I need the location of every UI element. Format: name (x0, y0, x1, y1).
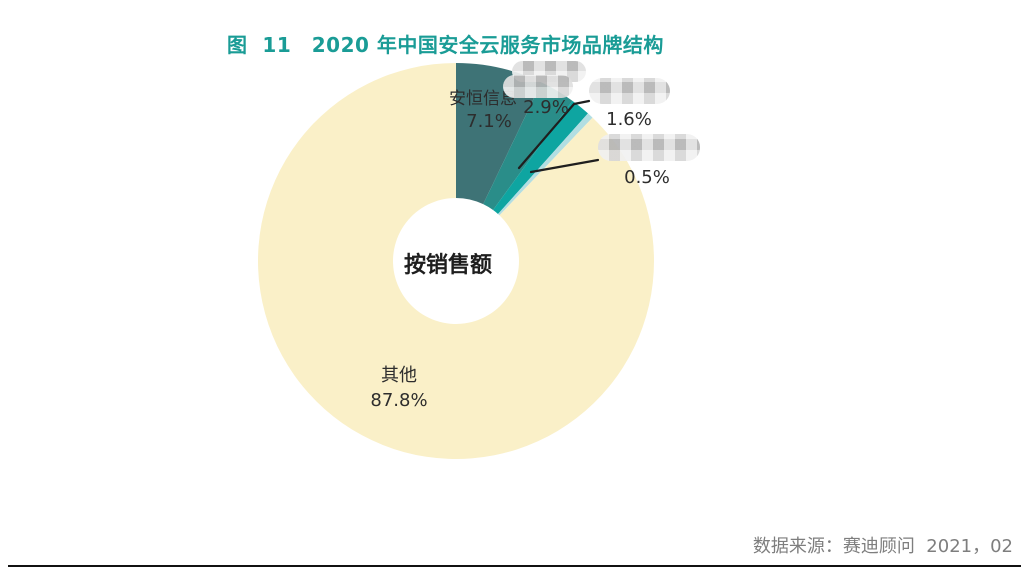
slice-label-others-name: 其他 (381, 365, 417, 386)
redacted-brand-label-blob-2 (589, 78, 670, 104)
slice-label-2-percent: 2.9% (523, 97, 569, 118)
donut-slice-3 (497, 113, 593, 216)
slice-label-4-percent: 0.5% (624, 167, 670, 188)
leader-line-slice-4 (529, 158, 600, 174)
donut-slice-0 (456, 63, 542, 205)
donut-slice-2 (493, 100, 588, 215)
slice-label-3-percent: 1.6% (606, 109, 652, 130)
redacted-brand-label-blob-3 (598, 134, 700, 161)
leader-lines (517, 99, 600, 174)
donut-slice-1 (483, 82, 573, 211)
data-source-note: 数据来源：赛迪顾问 2021，02 (752, 536, 1013, 557)
figure-title: 图 11 2020 年中国安全云服务市场品牌结构 (227, 33, 664, 57)
leader-line-slice-3 (517, 99, 591, 170)
donut-center-label: 按销售额 (403, 253, 493, 278)
donut-slices (257, 63, 654, 459)
slice-label-anheng-percent: 7.1% (466, 111, 512, 132)
donut-slice-4 (257, 63, 654, 459)
redacted-brand-label-blob-1b (503, 75, 573, 98)
slice-label-anheng-name: 安恒信息 (449, 89, 517, 109)
bottom-divider (8, 565, 1021, 567)
slice-label-others-percent: 87.8% (370, 390, 428, 411)
